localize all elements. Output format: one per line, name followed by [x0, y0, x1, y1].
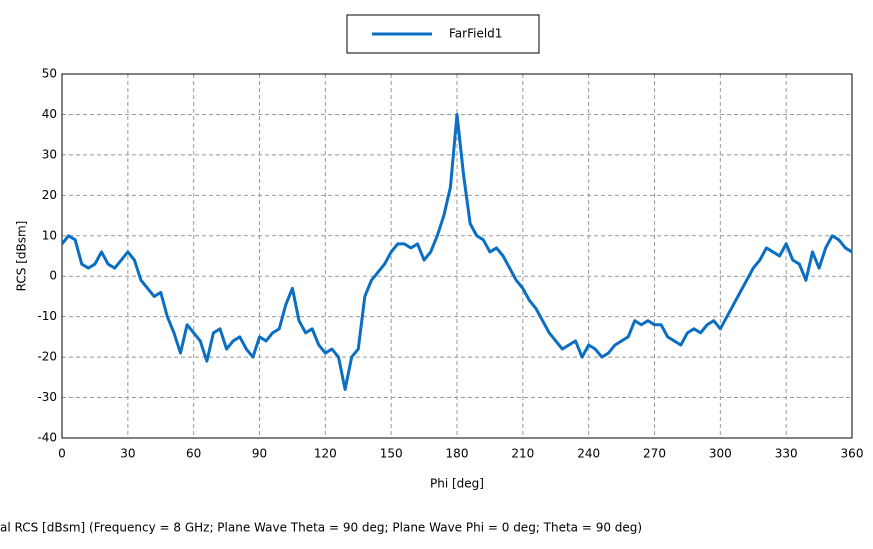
y-axis-label: RCS [dBsm]	[15, 221, 29, 292]
legend-label: FarField1	[449, 27, 502, 41]
x-tick-label: 330	[775, 447, 798, 461]
y-tick-label: -40	[37, 431, 57, 445]
x-tick-label: 60	[186, 447, 201, 461]
y-tick-label: 50	[42, 67, 57, 81]
y-tick-label: -10	[37, 309, 57, 323]
x-tick-label: 90	[252, 447, 267, 461]
y-tick-label: 10	[42, 228, 57, 242]
footer: al RCS [dBsm] (Frequency = 8 GHz; Plane …	[0, 521, 642, 535]
y-tick-label: 0	[49, 269, 57, 283]
x-tick-label: 120	[314, 447, 337, 461]
x-tick-label: 210	[511, 447, 534, 461]
x-tick-label: 270	[643, 447, 666, 461]
x-tick-label: 0	[58, 447, 66, 461]
x-axis-label: Phi [deg]	[430, 477, 484, 491]
x-tick-label: 180	[446, 447, 469, 461]
x-tick-label: 240	[577, 447, 600, 461]
y-tick-label: 20	[42, 188, 57, 202]
x-tick-label: 360	[841, 447, 864, 461]
y-tick-label: -20	[37, 350, 57, 364]
plot-frame	[61, 73, 853, 439]
y-tick-label: 30	[42, 147, 57, 161]
y-tick-label: -30	[37, 390, 57, 404]
x-tick-label: 300	[709, 447, 732, 461]
x-tick-label: 30	[120, 447, 135, 461]
x-tick-label: 150	[380, 447, 403, 461]
y-tick-label: 40	[42, 107, 57, 121]
data-line	[60, 112, 853, 391]
